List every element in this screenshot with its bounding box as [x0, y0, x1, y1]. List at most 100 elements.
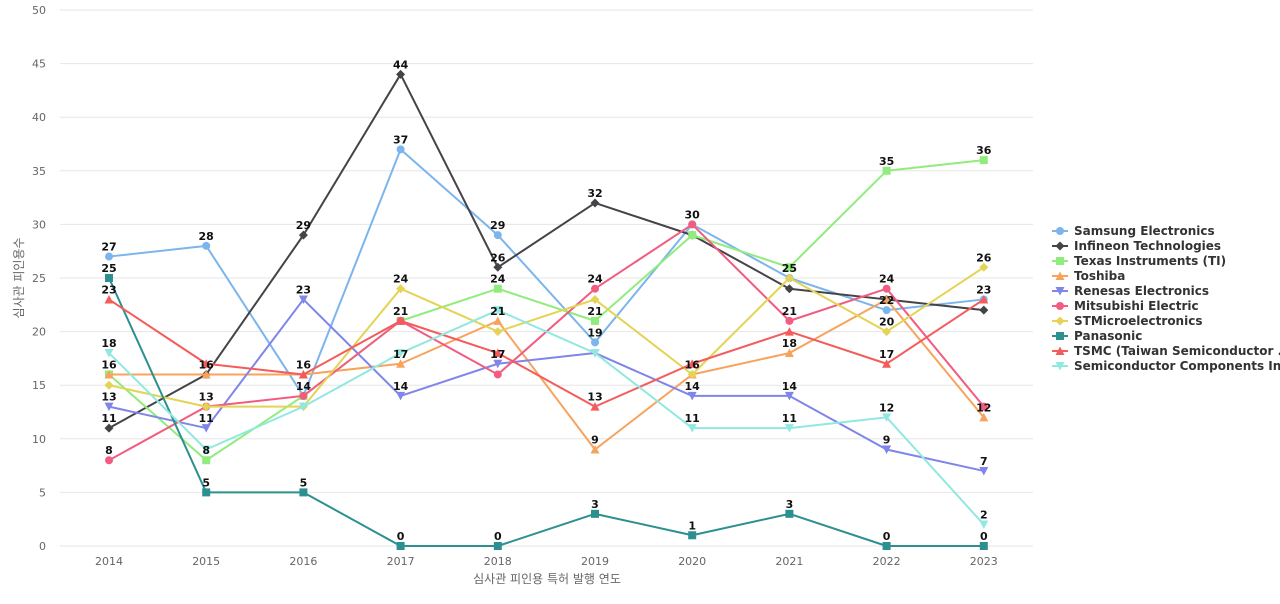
data-label: 12: [976, 401, 991, 414]
x-tick-label: 2022: [873, 555, 901, 568]
legend-item[interactable]: Toshiba: [1052, 269, 1125, 283]
data-point: [979, 412, 989, 422]
data-point: [591, 316, 599, 325]
x-tick-label: 2015: [192, 555, 220, 568]
data-point: [493, 327, 503, 337]
data-point: [202, 241, 211, 250]
legend-label: Panasonic: [1074, 329, 1142, 343]
legend-marker: [1056, 332, 1064, 340]
data-label: 16: [296, 358, 312, 371]
legend-item[interactable]: Panasonic: [1052, 329, 1142, 343]
legend-item[interactable]: Texas Instruments (TI): [1052, 254, 1226, 268]
data-point: [104, 402, 114, 412]
data-point: [591, 509, 599, 518]
data-label: 17: [490, 348, 505, 361]
legend-marker: [1055, 271, 1065, 280]
data-label: 25: [101, 262, 116, 275]
y-axis-title: 심사관 피인용수: [12, 237, 26, 318]
y-tick-label: 0: [39, 540, 46, 553]
data-label: 28: [199, 230, 214, 243]
data-point: [201, 424, 211, 433]
series-4: [104, 294, 989, 454]
series-3: [105, 156, 988, 465]
x-tick-label: 2017: [387, 555, 415, 568]
data-point: [104, 294, 114, 304]
data-point: [104, 369, 114, 379]
series-6: [105, 220, 988, 465]
legend-item[interactable]: Semiconductor Components In...: [1052, 359, 1280, 373]
legend-item[interactable]: Infineon Technologies: [1052, 239, 1221, 253]
data-point: [299, 488, 308, 497]
series-lines: [104, 69, 989, 550]
y-tick-label: 35: [32, 165, 46, 178]
data-point: [202, 456, 211, 465]
legend-label: Texas Instruments (TI): [1074, 254, 1226, 268]
data-label: 7: [980, 455, 988, 468]
data-point: [396, 284, 406, 294]
data-point: [493, 316, 503, 325]
series-line: [108, 309, 985, 526]
y-tick-label: 25: [32, 272, 46, 285]
series-8: [105, 274, 988, 550]
data-label: 24: [393, 273, 409, 286]
data-point: [299, 391, 308, 400]
data-label: 1: [688, 519, 696, 532]
data-point: [979, 466, 989, 476]
data-label: 21: [490, 305, 505, 318]
legend-label: Renesas Electronics: [1074, 284, 1209, 298]
data-point: [590, 198, 600, 208]
data-label: 44: [393, 58, 409, 71]
legend-marker: [1055, 362, 1065, 371]
legend-item[interactable]: Samsung Electronics: [1052, 224, 1215, 238]
data-point: [784, 391, 794, 401]
data-point: [298, 369, 308, 379]
y-tick-label: 20: [32, 326, 46, 339]
data-point: [396, 391, 406, 401]
data-label: 23: [296, 283, 311, 296]
data-point: [784, 284, 794, 294]
data-point: [396, 359, 406, 368]
data-label: 9: [591, 434, 599, 447]
data-point: [104, 423, 114, 433]
data-point: [590, 445, 600, 454]
data-point: [590, 402, 600, 411]
y-tick-label: 40: [32, 111, 46, 124]
x-tick-label: 2018: [484, 555, 512, 568]
data-label: 14: [782, 380, 798, 393]
series-line: [108, 266, 985, 408]
data-labels: 2725231816131182816131185292316145443724…: [101, 58, 991, 543]
data-point: [784, 424, 794, 433]
legend-label: Mitsubishi Electric: [1074, 299, 1199, 313]
legend-item[interactable]: STMicroelectronics: [1052, 314, 1202, 328]
legend-marker: [1055, 316, 1065, 326]
series-line: [109, 298, 985, 451]
series-10: [104, 306, 989, 530]
data-label: 20: [879, 316, 895, 329]
legend-marker: [1055, 241, 1065, 251]
data-point: [104, 349, 114, 358]
data-point: [882, 284, 891, 293]
data-point: [493, 262, 503, 272]
data-point: [882, 306, 891, 315]
data-point: [882, 413, 892, 422]
data-label: 3: [786, 498, 794, 511]
legend-item[interactable]: Renesas Electronics: [1052, 284, 1209, 298]
series-line: [108, 298, 985, 408]
data-point: [396, 145, 405, 154]
data-label: 8: [105, 444, 113, 457]
data-label: 13: [199, 391, 214, 404]
data-label: 23: [976, 283, 991, 296]
data-label: 11: [199, 412, 214, 425]
data-point: [201, 369, 211, 379]
legend-marker: [1055, 287, 1065, 296]
data-label: 23: [101, 283, 116, 296]
data-label: 37: [393, 133, 408, 146]
data-label: 27: [101, 241, 116, 254]
data-label: 24: [879, 273, 895, 286]
data-label: 36: [976, 144, 992, 157]
data-point: [493, 359, 503, 369]
legend-item[interactable]: Mitsubishi Electric: [1052, 299, 1199, 313]
series-line: [108, 159, 984, 462]
legend-item[interactable]: TSMC (Taiwan Semiconductor ...: [1052, 344, 1280, 358]
